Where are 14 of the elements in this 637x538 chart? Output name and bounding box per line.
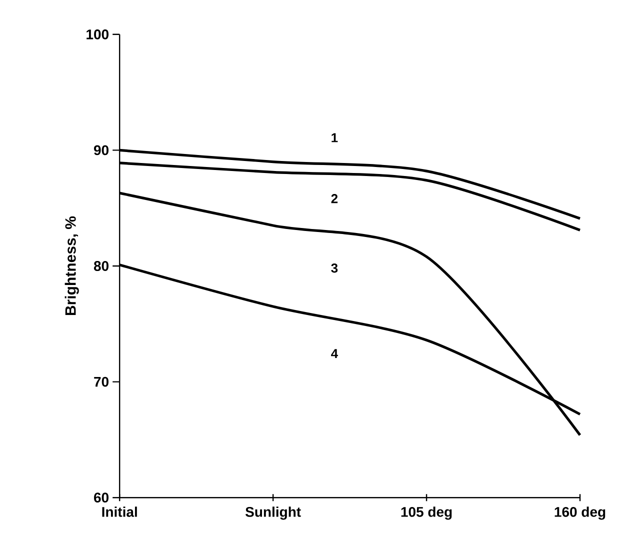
text: 4 — [331, 349, 338, 358]
series-label: 2 — [331, 194, 338, 204]
text: 3 — [331, 263, 338, 273]
x-tick-label: 160 deg — [554, 506, 606, 520]
y-tick-label: 60 — [94, 492, 109, 503]
series-label: 1 — [332, 133, 338, 142]
x-tick-label: Sunlight — [245, 506, 301, 520]
y-axis-title: Brightness, % — [64, 216, 79, 316]
y-tick-label: 70 — [94, 376, 109, 387]
x-tick-label: 105 deg — [401, 506, 452, 520]
x-tick-label: Initial — [102, 506, 137, 517]
y-tick-label: 100 — [86, 29, 109, 40]
y-tick-label: 90 — [94, 145, 109, 156]
y-tick-label: 80 — [94, 261, 109, 271]
